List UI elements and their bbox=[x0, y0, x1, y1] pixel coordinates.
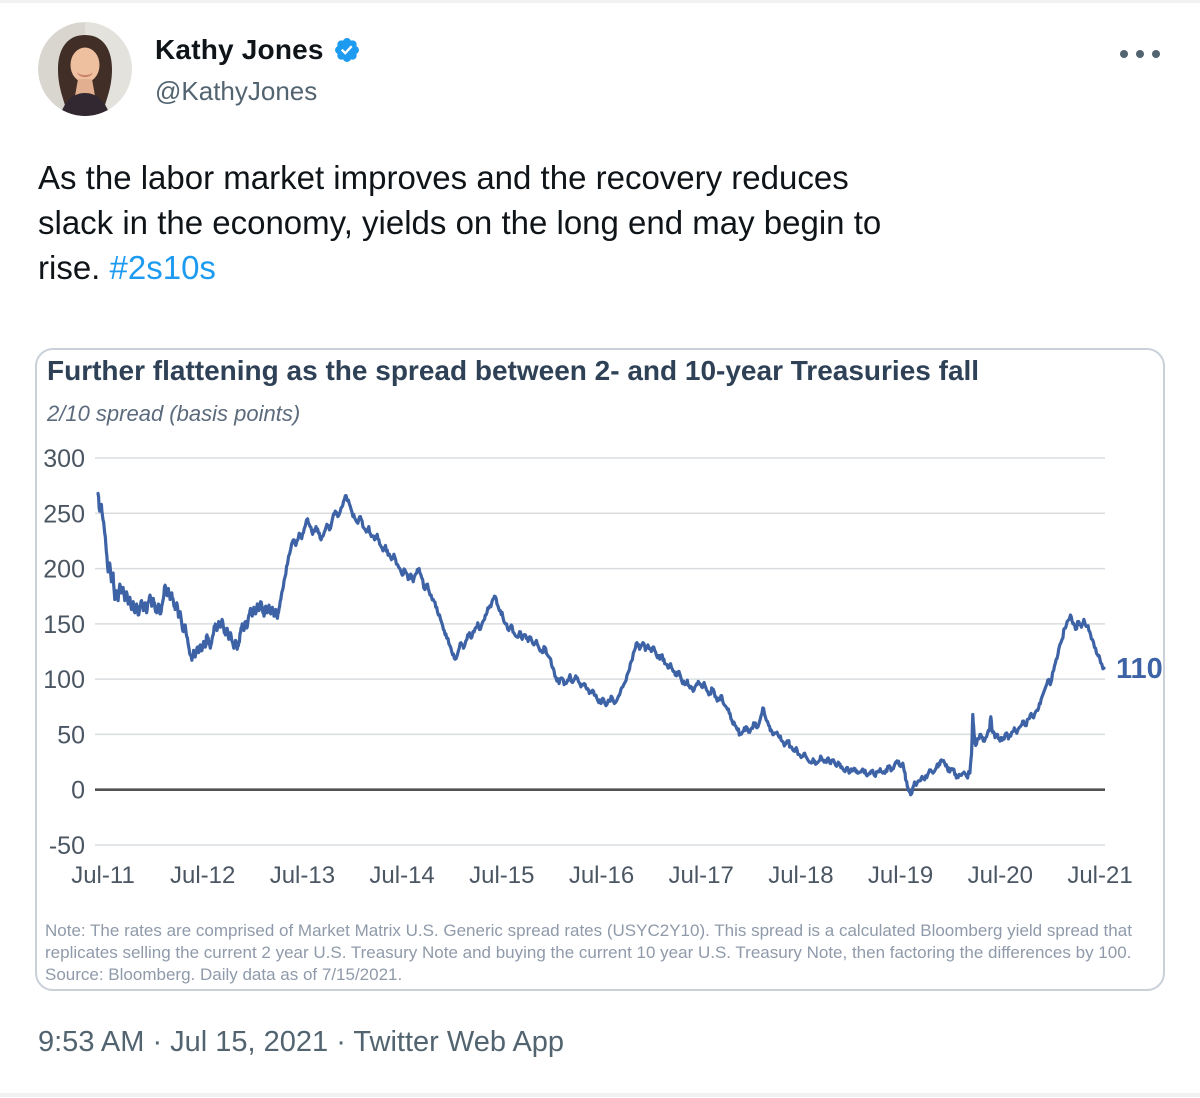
user-handle[interactable]: @KathyJones bbox=[155, 76, 318, 106]
x-tick-label: Jul-17 bbox=[669, 862, 734, 889]
spread-line bbox=[96, 491, 1106, 797]
x-tick-label: Jul-19 bbox=[868, 862, 933, 889]
bottom-divider bbox=[0, 1093, 1200, 1097]
end-value-label: 110 bbox=[1116, 653, 1163, 685]
x-tick-label: Jul-21 bbox=[1067, 862, 1132, 889]
y-tick-label: 300 bbox=[43, 445, 85, 473]
timestamp: 9:53 AM · Jul 15, 2021 · Twitter Web App bbox=[38, 1026, 565, 1058]
x-tick-label: Jul-12 bbox=[170, 862, 235, 889]
spread-line-chart: 300 250 200 150 100 50 0 -50 Jul-11 Jul-12 Jul-13 J… bbox=[37, 443, 1163, 910]
chart-title: Further flattening as the spread between… bbox=[47, 355, 980, 386]
verified-badge-icon bbox=[334, 38, 359, 62]
y-tick-label: 200 bbox=[43, 556, 85, 584]
hashtag-link[interactable]: #2s10s bbox=[109, 249, 216, 286]
x-tick-label: Jul-20 bbox=[968, 862, 1033, 889]
avatar[interactable] bbox=[38, 22, 132, 116]
author-name-row[interactable]: Kathy Jones bbox=[155, 34, 361, 66]
display-name[interactable]: Kathy Jones bbox=[155, 34, 324, 65]
more-button[interactable] bbox=[1114, 44, 1166, 64]
x-tick-label: Jul-14 bbox=[369, 862, 434, 889]
y-tick-label: 50 bbox=[57, 721, 85, 749]
x-tick-label: Jul-11 bbox=[71, 862, 135, 889]
x-tick-label: Jul-18 bbox=[768, 862, 833, 889]
y-tick-label: 0 bbox=[71, 777, 85, 805]
dot-icon bbox=[1152, 50, 1160, 58]
y-tick-label: 250 bbox=[43, 500, 85, 528]
top-divider bbox=[0, 0, 1200, 3]
y-tick-label: 150 bbox=[43, 611, 85, 639]
avatar-portrait-image bbox=[38, 22, 132, 116]
x-tick-label: Jul-16 bbox=[569, 862, 634, 889]
tweet-text-body: As the labor market improves and the rec… bbox=[38, 159, 882, 286]
y-tick-label: -50 bbox=[49, 832, 85, 860]
chart-card[interactable]: Further flattening as the spread between… bbox=[35, 348, 1165, 991]
x-tick-label: Jul-13 bbox=[270, 862, 335, 889]
y-tick-label: 100 bbox=[43, 666, 85, 694]
chart-subtitle: 2/10 spread (basis points) bbox=[47, 401, 301, 426]
tweet-text: As the labor market improves and the rec… bbox=[38, 155, 1183, 290]
chart-note: Note: The rates are comprised of Market … bbox=[45, 921, 1132, 984]
dot-icon bbox=[1120, 50, 1128, 58]
x-tick-label: Jul-15 bbox=[469, 862, 534, 889]
dot-icon bbox=[1136, 50, 1144, 58]
